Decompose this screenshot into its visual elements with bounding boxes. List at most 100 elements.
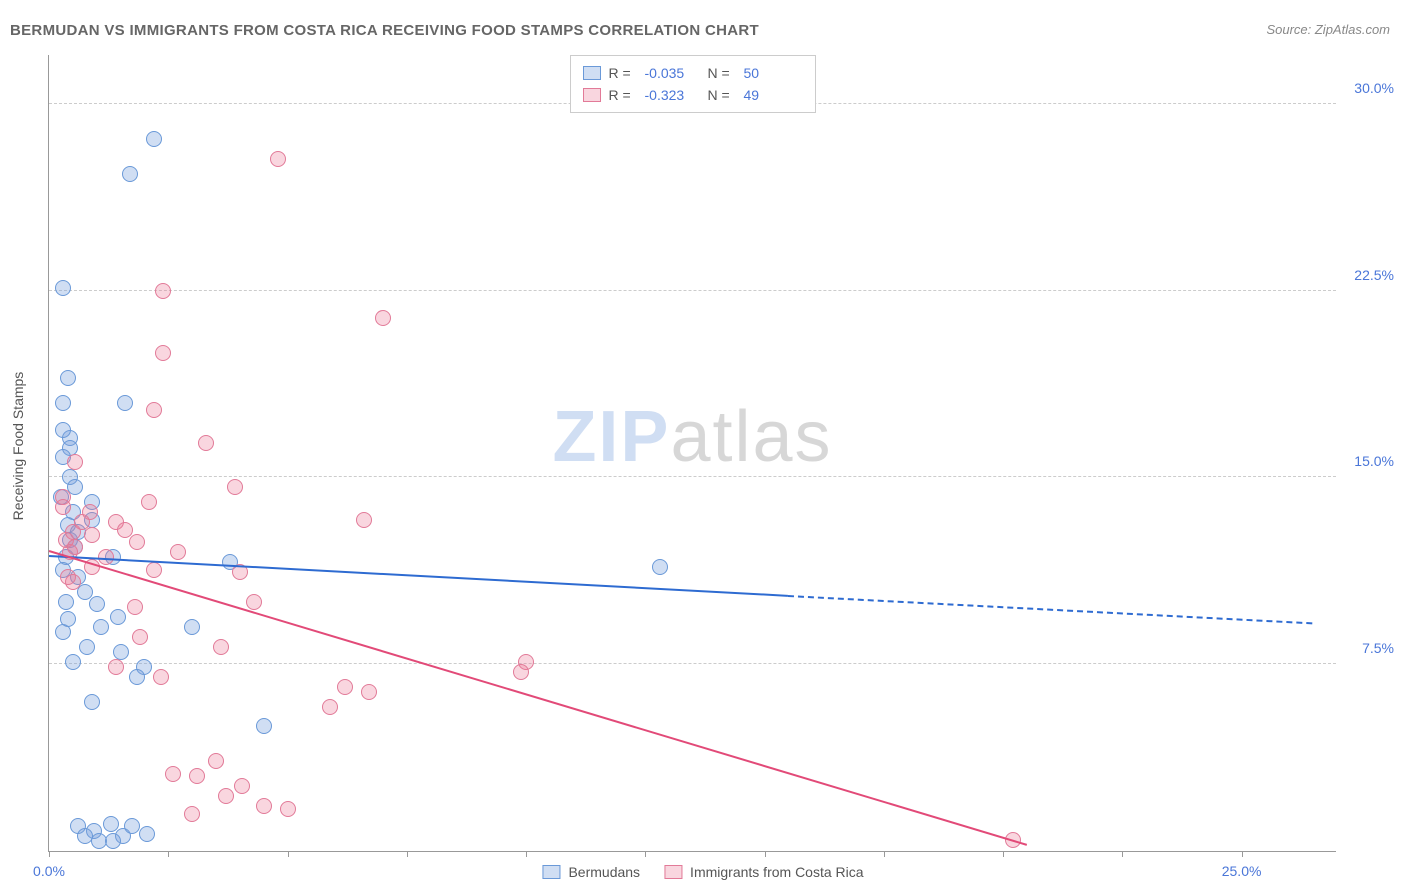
legend-label: Immigrants from Costa Rica — [690, 864, 863, 880]
scatter-point — [84, 527, 100, 543]
scatter-point — [60, 370, 76, 386]
scatter-point — [55, 280, 71, 296]
watermark: ZIPatlas — [552, 396, 832, 478]
n-label: N = — [708, 62, 736, 84]
scatter-point — [227, 479, 243, 495]
scatter-point — [77, 828, 93, 844]
scatter-point — [55, 499, 71, 515]
legend-swatch — [542, 865, 560, 879]
legend-item: Bermudans — [542, 864, 640, 880]
scatter-point — [84, 694, 100, 710]
x-tick — [288, 851, 289, 857]
scatter-point — [146, 402, 162, 418]
scatter-point — [117, 395, 133, 411]
scatter-point — [82, 504, 98, 520]
scatter-point — [113, 644, 129, 660]
x-tick — [526, 851, 527, 857]
x-tick — [49, 851, 50, 857]
scatter-point — [198, 435, 214, 451]
watermark-atlas: atlas — [670, 397, 832, 477]
scatter-point — [108, 659, 124, 675]
x-tick — [765, 851, 766, 857]
grid-line — [49, 476, 1336, 477]
scatter-point — [122, 166, 138, 182]
scatter-point — [213, 639, 229, 655]
scatter-point — [356, 512, 372, 528]
n-value: 50 — [744, 62, 799, 84]
scatter-point — [155, 283, 171, 299]
scatter-point — [184, 619, 200, 635]
scatter-point — [234, 778, 250, 794]
x-tick — [1122, 851, 1123, 857]
scatter-point — [58, 594, 74, 610]
x-tick — [884, 851, 885, 857]
r-label: R = — [609, 62, 637, 84]
x-tick-label: 25.0% — [1222, 863, 1262, 879]
scatter-point — [361, 684, 377, 700]
scatter-point — [189, 768, 205, 784]
scatter-point — [513, 664, 529, 680]
x-tick — [407, 851, 408, 857]
r-value: -0.323 — [645, 84, 700, 106]
n-value: 49 — [744, 84, 799, 106]
scatter-point — [322, 699, 338, 715]
legend-row: R = -0.035 N = 50 — [583, 62, 799, 84]
scatter-point — [208, 753, 224, 769]
scatter-point — [60, 611, 76, 627]
scatter-point — [60, 569, 76, 585]
y-axis-label: Receiving Food Stamps — [10, 372, 26, 521]
scatter-point — [256, 798, 272, 814]
x-tick — [645, 851, 646, 857]
legend-row: R = -0.323 N = 49 — [583, 84, 799, 106]
scatter-point — [280, 801, 296, 817]
scatter-point — [165, 766, 181, 782]
scatter-point — [246, 594, 262, 610]
x-tick-label: 0.0% — [33, 863, 65, 879]
scatter-point — [67, 454, 83, 470]
scatter-point — [139, 826, 155, 842]
legend-swatch — [583, 66, 601, 80]
y-tick-label: 30.0% — [1354, 80, 1394, 96]
scatter-point — [184, 806, 200, 822]
chart-title: BERMUDAN VS IMMIGRANTS FROM COSTA RICA R… — [10, 22, 759, 39]
n-label: N = — [708, 84, 736, 106]
scatter-point — [218, 788, 234, 804]
scatter-point — [129, 669, 145, 685]
grid-line — [49, 663, 1336, 664]
scatter-point — [146, 562, 162, 578]
series-legend: Bermudans Immigrants from Costa Rica — [542, 864, 863, 880]
scatter-point — [270, 151, 286, 167]
scatter-point — [141, 494, 157, 510]
r-value: -0.035 — [645, 62, 700, 84]
scatter-point — [153, 669, 169, 685]
scatter-point — [129, 534, 145, 550]
scatter-point — [55, 422, 71, 438]
scatter-point — [89, 596, 105, 612]
r-label: R = — [609, 84, 637, 106]
x-tick — [1242, 851, 1243, 857]
y-tick-label: 15.0% — [1354, 453, 1394, 469]
trend-line — [49, 550, 1027, 846]
scatter-point — [337, 679, 353, 695]
scatter-point — [117, 522, 133, 538]
trend-line-dashed — [788, 595, 1313, 624]
scatter-point — [256, 718, 272, 734]
x-tick — [168, 851, 169, 857]
scatter-point — [652, 559, 668, 575]
scatter-chart: ZIPatlas R =-0.035N =50R =-0.323N =49 7.… — [48, 55, 1336, 852]
scatter-point — [65, 654, 81, 670]
scatter-point — [105, 833, 121, 849]
legend-swatch — [664, 865, 682, 879]
scatter-point — [127, 599, 143, 615]
legend-swatch — [583, 88, 601, 102]
scatter-point — [375, 310, 391, 326]
scatter-point — [93, 619, 109, 635]
scatter-point — [110, 609, 126, 625]
scatter-point — [79, 639, 95, 655]
y-tick-label: 7.5% — [1362, 640, 1394, 656]
correlation-legend: R = -0.035 N = 50 R = -0.323 N = 49 — [570, 55, 816, 113]
watermark-zip: ZIP — [552, 397, 670, 477]
trend-line — [49, 555, 789, 597]
scatter-point — [155, 345, 171, 361]
y-tick-label: 22.5% — [1354, 267, 1394, 283]
